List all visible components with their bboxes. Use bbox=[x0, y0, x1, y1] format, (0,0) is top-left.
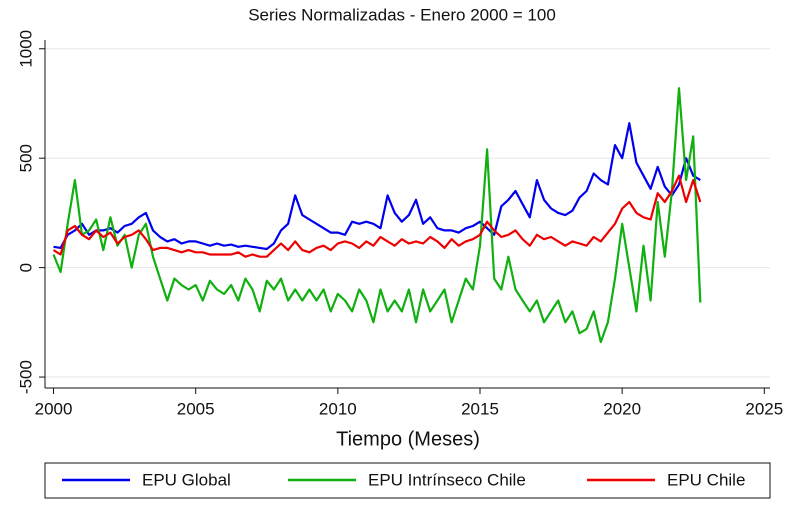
x-tick-label: 2005 bbox=[177, 399, 215, 418]
legend-label: EPU Chile bbox=[667, 470, 745, 489]
series-line bbox=[53, 122, 701, 251]
x-tick-label: 2025 bbox=[745, 399, 783, 418]
y-tick-label: -500 bbox=[16, 360, 35, 394]
x-tick-label: 2000 bbox=[35, 399, 73, 418]
x-tick-label: 2010 bbox=[319, 399, 357, 418]
series-line bbox=[52, 174, 702, 258]
legend-label: EPU Global bbox=[142, 470, 231, 489]
y-tick-label: 500 bbox=[16, 144, 35, 172]
x-axis-label: Tiempo (Meses) bbox=[336, 428, 480, 450]
x-tick-label: 2020 bbox=[603, 399, 641, 418]
y-tick-label: 1000 bbox=[16, 30, 35, 68]
chart-title: Series Normalizadas - Enero 2000 = 100 bbox=[248, 5, 556, 24]
legend-label: EPU Intrínseco Chile bbox=[368, 470, 526, 489]
y-tick-label: 0 bbox=[16, 263, 35, 272]
x-tick-label: 2015 bbox=[461, 399, 499, 418]
series-line bbox=[52, 87, 702, 344]
legend-box bbox=[44, 462, 771, 499]
